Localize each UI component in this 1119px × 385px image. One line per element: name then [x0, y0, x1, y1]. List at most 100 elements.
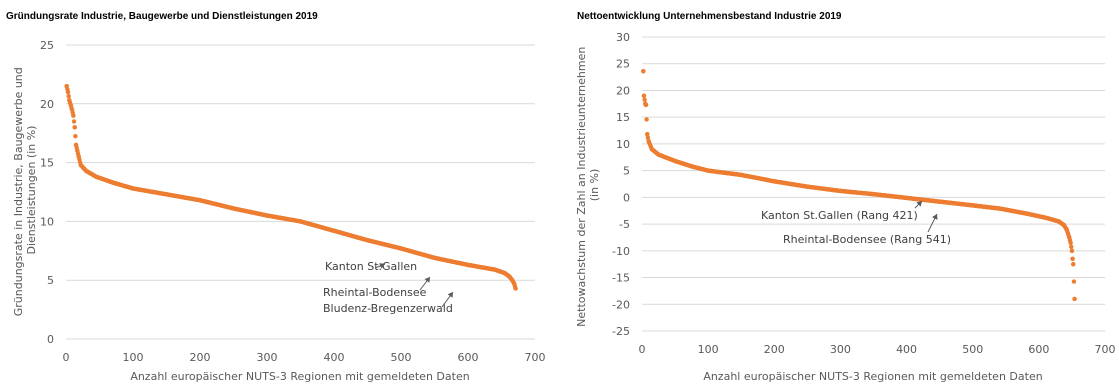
- gridlines: [66, 44, 535, 340]
- data-point: [1071, 261, 1076, 267]
- data-point: [739, 172, 744, 178]
- annotation-label: Kanton St.Gallen: [325, 260, 417, 273]
- annotations: Kanton St.Gallen (Rang 421) Rheintal-Bode…: [761, 200, 951, 246]
- data-point: [1067, 235, 1072, 240]
- data-point: [264, 213, 270, 218]
- y-axis-title: Gründungsrate in Industrie, Baugewerbe u…: [12, 64, 38, 317]
- data-point: [75, 148, 80, 154]
- data-point: [1072, 296, 1077, 302]
- data-point: [66, 93, 71, 99]
- y-tick-label: -25: [612, 325, 630, 338]
- data-point: [1070, 256, 1075, 262]
- x-tick-label: 300: [830, 343, 851, 356]
- x-axis-title: Anzahl europäischer NUTS-3 Regionen mit …: [130, 370, 469, 383]
- chart-title: Nettoentwicklung Unternehmensbestand Ind…: [577, 11, 842, 22]
- y-axis-title: Nettowachstum der Zahl an Industrieunter…: [575, 43, 601, 327]
- x-tick-label: 200: [764, 343, 785, 356]
- data-point: [641, 93, 647, 99]
- y-tick-label: 5: [47, 274, 54, 287]
- annotation-label: Rheintal-Bodensee: [323, 286, 427, 299]
- y-tick-label: 15: [616, 111, 630, 124]
- x-tick-label: 0: [63, 351, 70, 364]
- y-tick-label: -5: [619, 218, 630, 231]
- x-tick-label: 700: [525, 351, 546, 364]
- data-point: [130, 186, 136, 191]
- data-point: [65, 89, 71, 95]
- y-tick-label: -10: [612, 245, 630, 258]
- data-point: [1023, 211, 1028, 216]
- data-point: [231, 206, 236, 211]
- data-point: [512, 281, 517, 286]
- y-tick-label: 10: [616, 138, 630, 151]
- data-point: [71, 119, 77, 124]
- data-point: [642, 97, 647, 102]
- y-axis-title-line-2: Dienstleistungen (in %): [25, 126, 38, 255]
- data-point: [83, 168, 89, 174]
- data-point: [432, 255, 437, 261]
- x-tick-label: 100: [123, 351, 144, 364]
- y-tick-label: 20: [616, 84, 630, 97]
- data-point: [72, 125, 77, 130]
- y-axis-title-line-2: (in %): [588, 169, 601, 202]
- x-tick-label: 400: [324, 351, 345, 364]
- x-axis-title: Anzahl europäischer NUTS-3 Regionen mit …: [703, 370, 1042, 383]
- data-point: [78, 162, 83, 168]
- x-tick-label: 400: [896, 343, 917, 356]
- data-point: [904, 195, 909, 201]
- data-point: [645, 132, 650, 137]
- annotation-arrowhead: [932, 214, 938, 220]
- annotation-label: Bludenz-Bregenzerwald: [323, 302, 453, 315]
- scatter-chart-left: 0 5 10 15 20 25 0 100 200 300 400 500 600 700 Kanton …: [12, 39, 546, 383]
- data-point: [672, 158, 678, 164]
- data-point: [110, 180, 116, 185]
- data-point: [73, 133, 78, 139]
- y-tick-label: 20: [40, 98, 54, 111]
- data-point: [398, 246, 404, 251]
- data-point: [645, 135, 651, 140]
- y-axis-title-line-1: Gründungsrate in Industrie, Baugewerbe u…: [12, 67, 25, 316]
- data-point: [1071, 279, 1077, 284]
- data-point: [644, 117, 649, 122]
- y-tick-label: 0: [47, 333, 54, 346]
- chart-title: Gründungsrate Industrie, Baugewerbe und …: [6, 11, 318, 22]
- y-tick-label: 15: [40, 157, 54, 170]
- annotation-arrowhead: [447, 292, 453, 298]
- data-point: [331, 228, 337, 234]
- tick-labels: 0 5 10 15 20 25 0 100 200 300 400 500 600 700: [40, 39, 546, 364]
- data-point: [689, 164, 694, 169]
- data-point: [656, 152, 661, 157]
- x-tick-label: 100: [698, 343, 719, 356]
- data-point: [1064, 227, 1069, 232]
- y-tick-label: 10: [40, 215, 54, 228]
- data-point: [1069, 244, 1074, 250]
- y-tick-label: 5: [623, 165, 630, 178]
- annotation-arrowhead: [424, 277, 430, 283]
- data-point: [69, 107, 75, 112]
- data-point: [937, 199, 942, 204]
- x-tick-label: 500: [962, 343, 983, 356]
- x-tick-label: 700: [1095, 343, 1116, 356]
- data-point: [164, 192, 169, 197]
- data-point: [705, 168, 711, 173]
- data-point: [502, 270, 508, 276]
- annotation-arrowhead: [916, 201, 922, 207]
- y-axis-title-line-1: Nettowachstum der Zahl an Industrieunter…: [575, 47, 588, 327]
- data-point: [67, 98, 72, 103]
- data-point: [365, 238, 370, 243]
- data-point: [1056, 219, 1061, 224]
- y-tick-label: -15: [612, 272, 630, 285]
- data-point: [838, 188, 843, 194]
- x-tick-label: 500: [391, 351, 412, 364]
- x-tick-label: 600: [1028, 343, 1049, 356]
- data-point: [71, 113, 76, 118]
- data-point: [64, 83, 69, 89]
- data-point: [513, 286, 518, 291]
- data-point: [641, 69, 646, 74]
- data-point: [465, 262, 471, 268]
- y-tick-label: 25: [616, 58, 630, 71]
- data-point: [298, 219, 303, 224]
- annotation-arrowhead: [379, 263, 385, 269]
- annotation-label: Rheintal-Bodensee (Rang 541): [783, 233, 951, 246]
- data-point: [1068, 240, 1073, 245]
